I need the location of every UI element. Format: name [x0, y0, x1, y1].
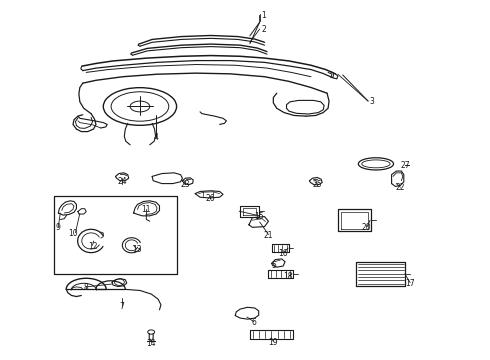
Text: 1: 1 — [261, 10, 266, 19]
Text: 24: 24 — [117, 177, 127, 186]
Text: 23: 23 — [181, 180, 190, 189]
Text: 26: 26 — [205, 194, 215, 203]
Text: 9: 9 — [56, 223, 61, 232]
Text: 15: 15 — [254, 212, 264, 221]
Text: 10: 10 — [68, 229, 78, 238]
Text: 13: 13 — [132, 246, 141, 255]
Text: 27: 27 — [400, 161, 410, 170]
Text: 25: 25 — [313, 180, 322, 189]
Text: 12: 12 — [88, 242, 98, 251]
Text: 18: 18 — [283, 272, 293, 281]
Text: 19: 19 — [269, 338, 278, 347]
Text: 6: 6 — [251, 318, 256, 327]
Text: 16: 16 — [278, 249, 288, 258]
Text: 22: 22 — [395, 183, 405, 192]
Text: 11: 11 — [142, 205, 151, 214]
Text: 14: 14 — [147, 339, 156, 348]
Text: 4: 4 — [154, 133, 158, 142]
Text: 3: 3 — [369, 97, 374, 106]
Text: 8: 8 — [84, 283, 89, 292]
Text: 7: 7 — [120, 302, 124, 311]
Text: 21: 21 — [264, 231, 273, 240]
Text: 20: 20 — [361, 223, 371, 232]
Text: 2: 2 — [261, 25, 266, 34]
Text: 5: 5 — [271, 261, 276, 270]
Text: 17: 17 — [405, 279, 415, 288]
